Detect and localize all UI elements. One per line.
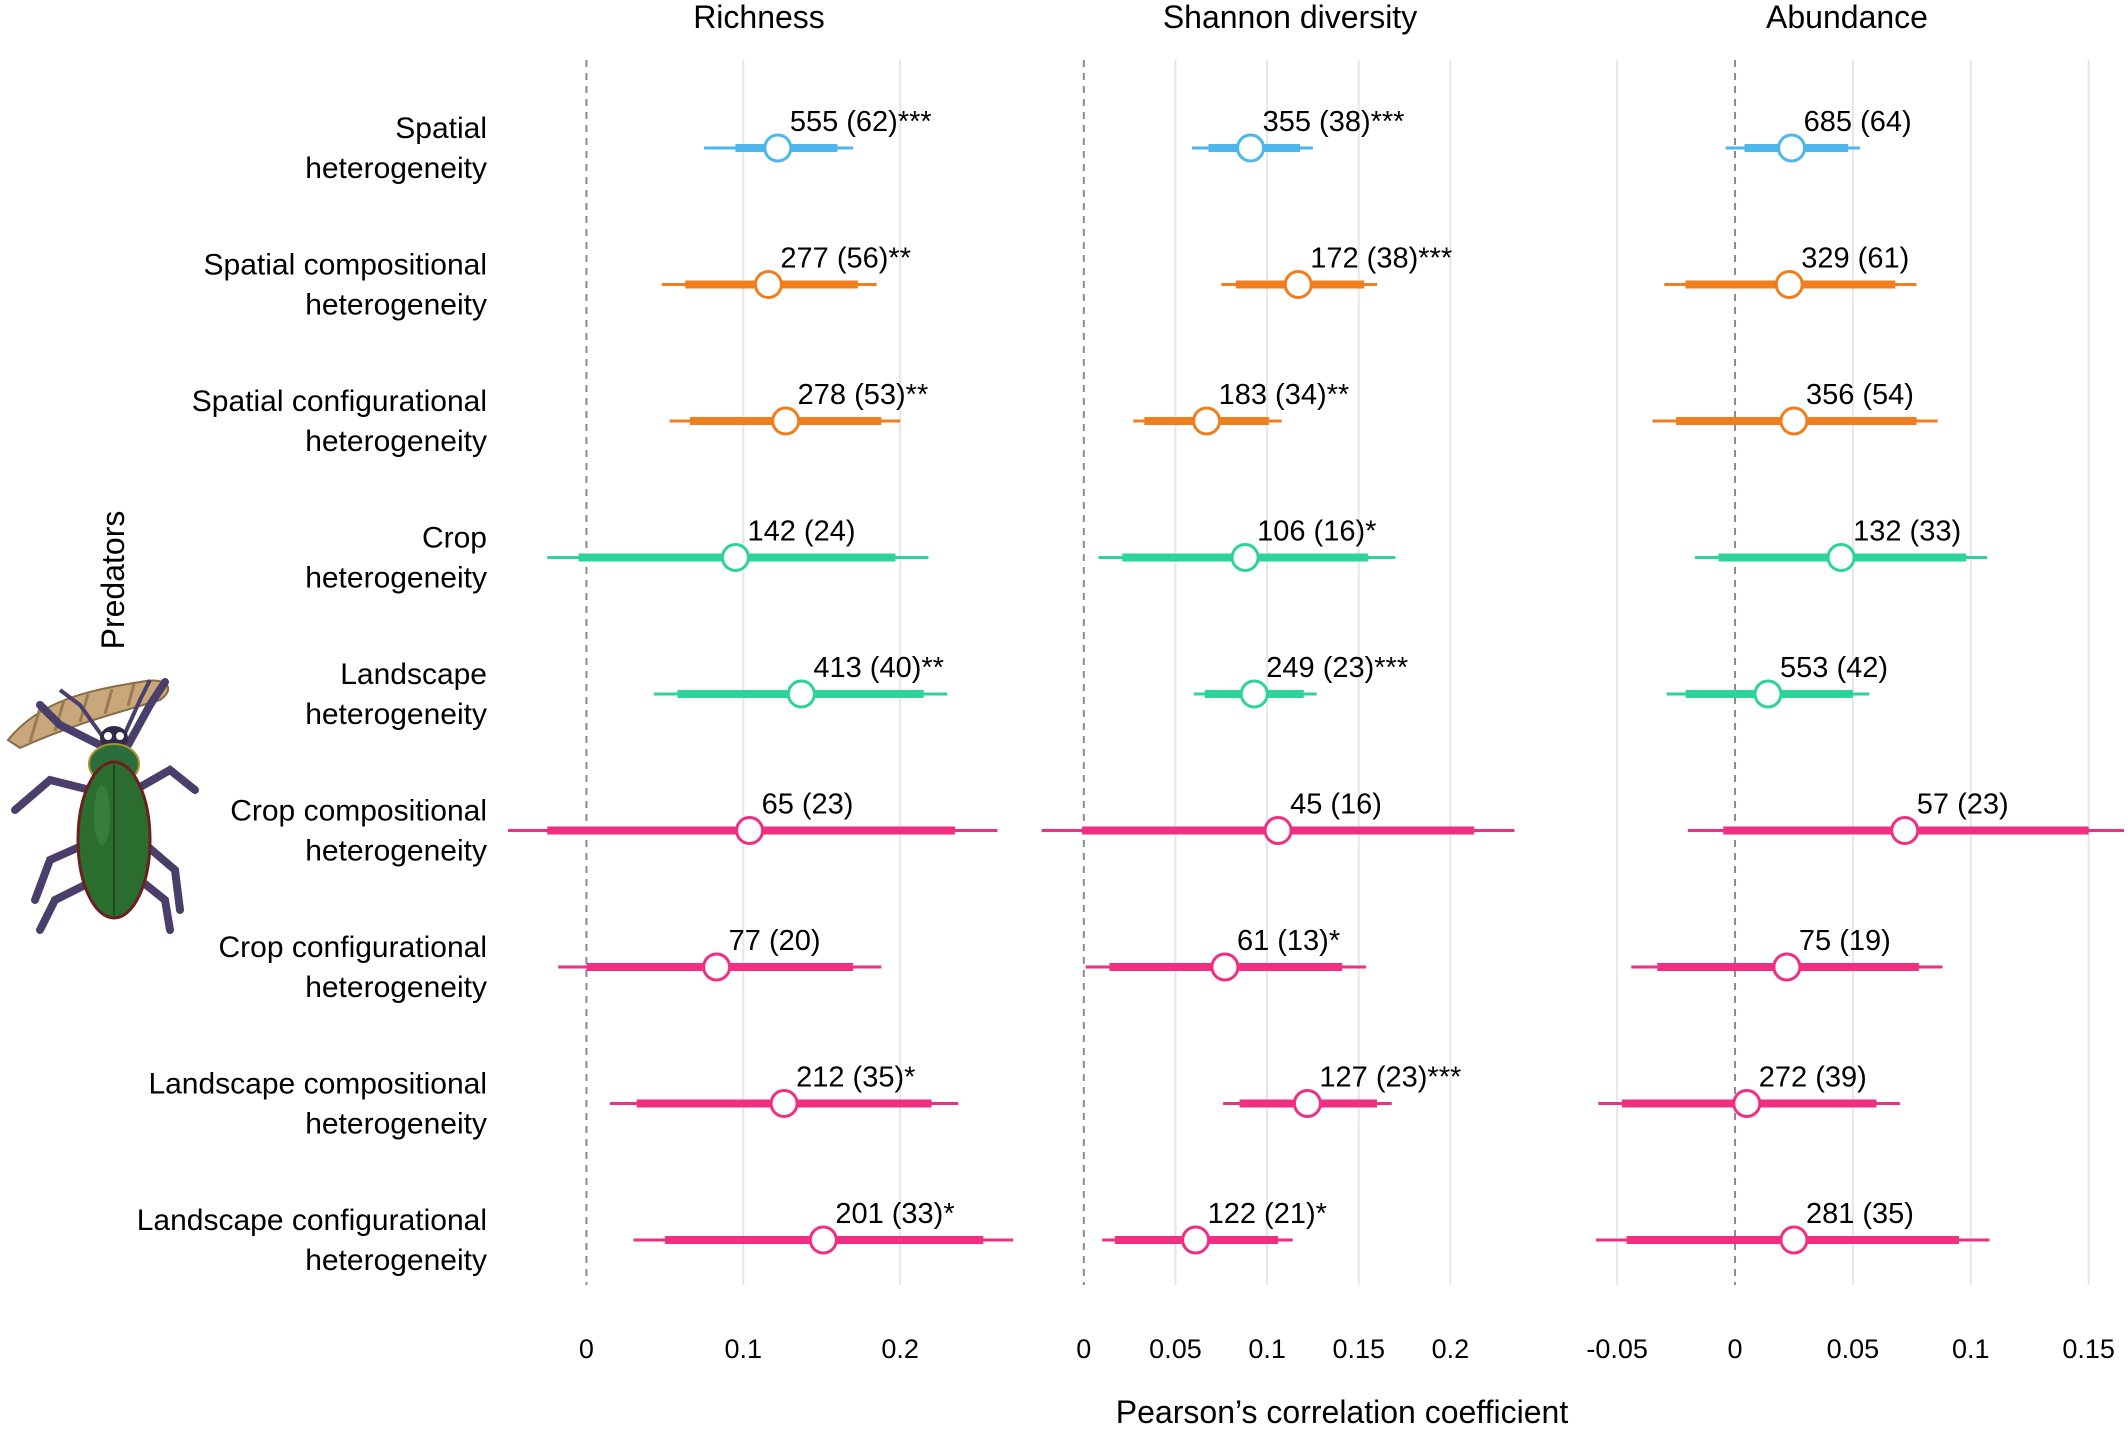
estimate-point [1826, 543, 1856, 572]
estimate-point [1236, 133, 1266, 163]
sample-size-label: 355 (38)*** [1263, 106, 1405, 138]
x-axis-title: Pearson’s correlation coefficient [1116, 1394, 1569, 1430]
group-label: Predators [95, 511, 131, 650]
sample-size-label: 183 (34)** [1219, 379, 1350, 411]
x-tick-label: 0.05 [1149, 1334, 1202, 1364]
estimate-point [735, 816, 765, 845]
estimate-point [1753, 679, 1783, 709]
sample-size-label: 172 (38)*** [1310, 243, 1452, 275]
estimate-point [1732, 1089, 1762, 1118]
estimate-point [1774, 270, 1804, 299]
estimate-point [769, 1089, 799, 1118]
sample-size-label: 413 (40)** [813, 652, 944, 684]
sample-size-label: 127 (23)*** [1319, 1062, 1461, 1094]
sample-size-label: 122 (21)* [1208, 1198, 1327, 1230]
x-tick-label: 0.15 [2062, 1334, 2115, 1364]
row-label: heterogeneity [305, 835, 487, 868]
row-label: heterogeneity [305, 562, 487, 595]
sample-size-label: 65 (23) [762, 789, 854, 821]
sample-size-label: 61 (13)* [1237, 925, 1340, 957]
x-tick-label: 0 [579, 1334, 594, 1364]
x-tick-label: 0.2 [881, 1334, 919, 1364]
x-tick-label: 0 [1076, 1334, 1091, 1364]
x-tick-label: 0.1 [725, 1334, 763, 1364]
x-tick-label: 0.1 [1248, 1334, 1286, 1364]
row-label: Landscape configurational [137, 1204, 487, 1237]
sample-size-label: 555 (62)*** [790, 106, 932, 138]
estimate-point [808, 1225, 838, 1255]
sample-size-label: 249 (23)*** [1266, 652, 1408, 684]
x-tick-label: 0.05 [1827, 1334, 1880, 1364]
row-label: heterogeneity [305, 1108, 487, 1141]
sample-size-label: 685 (64) [1804, 106, 1912, 138]
row-label: Spatial compositional [204, 249, 488, 282]
estimate-point [1779, 406, 1809, 436]
row-label: heterogeneity [305, 289, 487, 322]
sample-size-label: 57 (23) [1917, 789, 2009, 821]
row-label: Landscape [340, 658, 487, 691]
row-label: heterogeneity [305, 971, 487, 1004]
row-label: Crop configurational [219, 931, 488, 964]
beetle-illustration [6, 678, 199, 934]
panel-1: Shannon diversity 0 0.05 0.1 0.15 0.2 355 (38)… [1041, 0, 1515, 1364]
estimate-point [771, 406, 801, 436]
sample-size-label: 281 (35) [1806, 1198, 1914, 1230]
row-label: Crop [422, 522, 487, 555]
estimate-point [1263, 816, 1293, 845]
estimate-point [1292, 1089, 1322, 1118]
panel-title: Abundance [1766, 0, 1928, 35]
estimate-point [1777, 133, 1807, 163]
sample-size-label: 45 (16) [1290, 789, 1382, 821]
sample-size-label: 106 (16)* [1257, 516, 1376, 548]
panel-title: Shannon diversity [1163, 0, 1417, 35]
sample-size-label: 329 (61) [1801, 243, 1909, 275]
row-label: heterogeneity [305, 698, 487, 731]
row-label: Landscape compositional [148, 1068, 487, 1101]
x-tick-label: 0 [1728, 1334, 1743, 1364]
x-tick-label: 0.1 [1952, 1334, 1990, 1364]
sample-size-label: 142 (24) [747, 516, 855, 548]
panel-title: Richness [693, 0, 825, 35]
estimate-point [1230, 543, 1260, 572]
estimate-point [1192, 406, 1222, 436]
row-label: heterogeneity [305, 1244, 487, 1277]
estimate-point [1239, 679, 1269, 709]
estimate-point [786, 679, 816, 709]
x-tick-label: -0.05 [1586, 1334, 1648, 1364]
estimate-point [1890, 816, 1920, 845]
sample-size-label: 356 (54) [1806, 379, 1914, 411]
x-tick-label: 0.15 [1332, 1334, 1385, 1364]
row-label: Spatial [395, 112, 487, 145]
estimate-point [763, 133, 793, 163]
estimate-point [1283, 270, 1313, 299]
row-label: heterogeneity [305, 152, 487, 185]
sample-size-label: 77 (20) [729, 925, 821, 957]
estimate-point [702, 952, 732, 982]
sample-size-label: 212 (35)* [796, 1062, 915, 1094]
sample-size-label: 553 (42) [1780, 652, 1888, 684]
panel-2: Abundance -0.05 0 0.05 0.1 0.15 685 (64) 329 (6… [1586, 0, 2124, 1364]
sample-size-label: 201 (33)* [835, 1198, 954, 1230]
sample-size-label: 272 (39) [1759, 1062, 1867, 1094]
sample-size-label: 132 (33) [1853, 516, 1961, 548]
row-label: Crop compositional [230, 795, 487, 828]
x-tick-label: 0.2 [1432, 1334, 1470, 1364]
estimate-point [753, 270, 783, 299]
sample-size-label: 277 (56)** [780, 243, 911, 275]
estimate-point [1210, 952, 1240, 982]
estimate-point [1779, 1225, 1809, 1255]
panel-0: Richness 0 0.1 0.2 555 (62)*** 277 (56)** 278 … [508, 0, 1014, 1364]
sample-size-label: 278 (53)** [798, 379, 929, 411]
estimate-point [1772, 952, 1802, 982]
row-label: Spatial configurational [192, 385, 487, 418]
estimate-point [720, 543, 750, 572]
sample-size-label: 75 (19) [1799, 925, 1891, 957]
row-label: heterogeneity [305, 425, 487, 458]
estimate-point [1181, 1225, 1211, 1255]
